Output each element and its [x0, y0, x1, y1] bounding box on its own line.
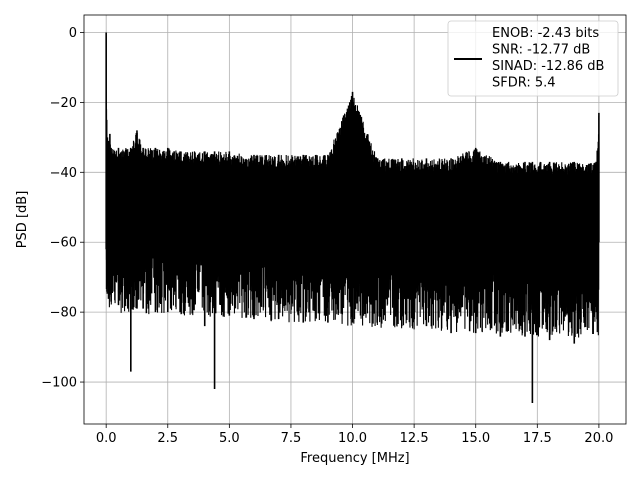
y-tick-label: −40	[50, 166, 77, 181]
y-axis-label: PSD [dB]	[15, 191, 30, 249]
legend: ENOB: -2.43 bits SNR: -12.77 dB SINAD: -…	[447, 20, 619, 97]
axes-frame	[83, 14, 627, 425]
x-tick-label: 12.5	[400, 431, 429, 446]
y-tick-label: −60	[50, 236, 77, 251]
x-tick-label: 0.0	[96, 431, 117, 446]
legend-entry-sfdr: SFDR: 5.4	[492, 76, 556, 91]
x-tick-label: 7.5	[281, 431, 302, 446]
x-tick-label: 15.0	[461, 431, 490, 446]
legend-box	[447, 20, 619, 97]
plot-area	[105, 32, 600, 404]
legend-entry-enob: ENOB: -2.43 bits	[492, 26, 599, 41]
y-tick-label: −80	[50, 306, 77, 321]
x-tick-label: 2.5	[157, 431, 178, 446]
y-tick-label: 0	[69, 26, 77, 41]
x-axis-ticks: 0.0 2.5 5.0 7.5 10.0 12.5 15.0 17.5 20.0	[96, 424, 613, 446]
x-tick-label: 17.5	[523, 431, 552, 446]
y-tick-label: −100	[41, 376, 77, 391]
y-axis-ticks: 0 −20 −40 −60 −80 −100	[41, 26, 84, 391]
x-axis-label: Frequency [MHz]	[300, 451, 409, 466]
x-tick-label: 10.0	[338, 431, 367, 446]
x-tick-label: 20.0	[584, 431, 613, 446]
legend-entry-snr: SNR: -12.77 dB	[492, 43, 590, 58]
y-tick-label: −20	[50, 96, 77, 111]
x-tick-label: 5.0	[219, 431, 240, 446]
legend-entry-sinad: SINAD: -12.86 dB	[492, 59, 604, 74]
